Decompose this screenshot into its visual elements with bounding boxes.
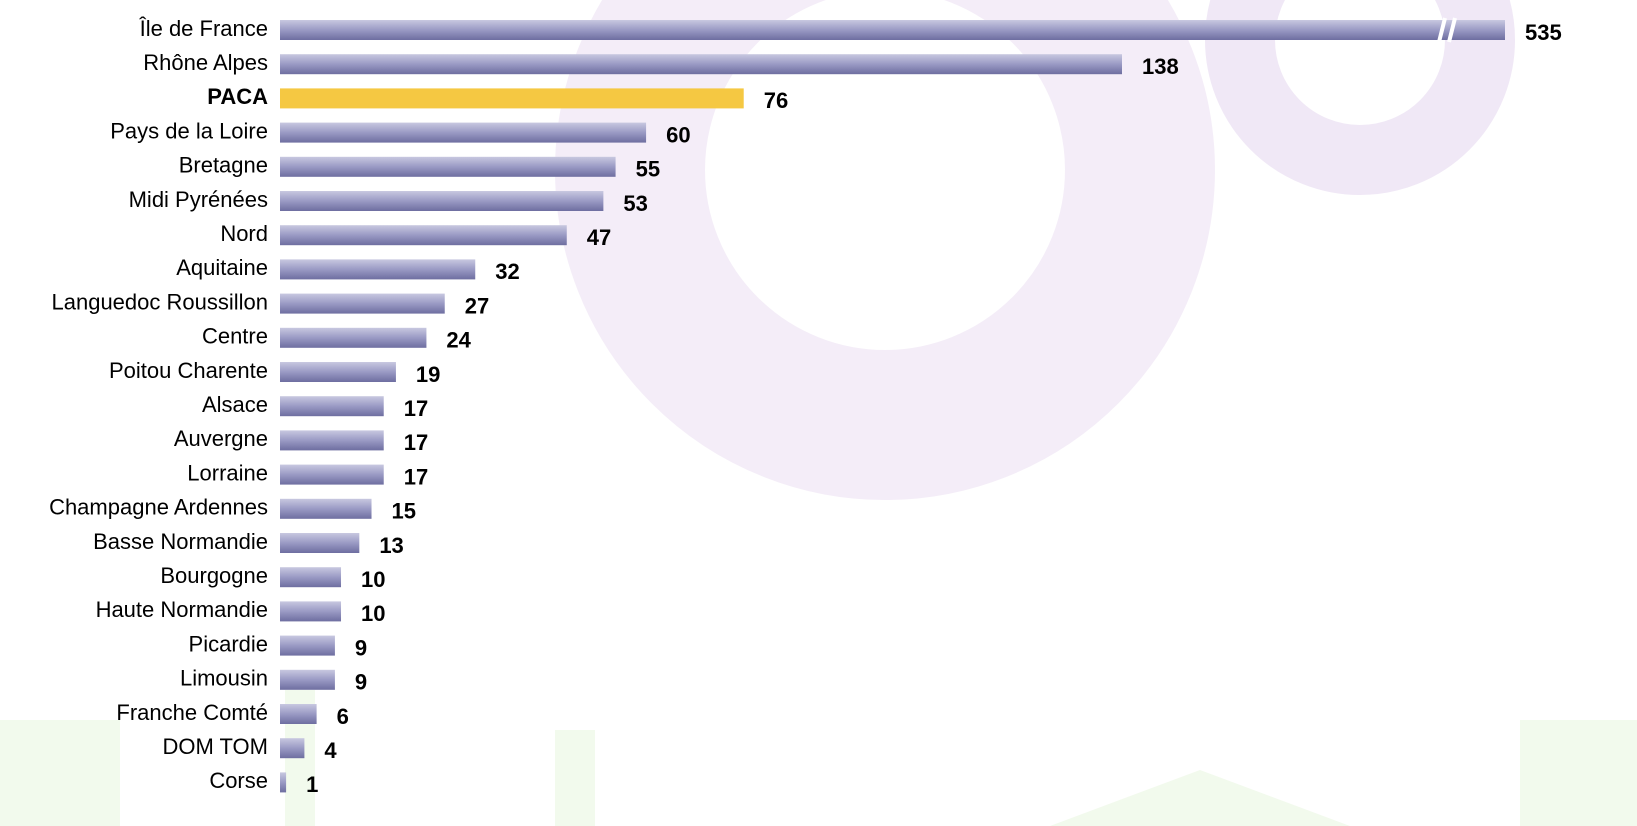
category-label: Pays de la Loire [110, 118, 268, 143]
chart: Île de France 535 Rhône Alpes 138 PACA 76 Pays… [0, 0, 1637, 826]
bar [280, 601, 341, 621]
category-label: Lorraine [187, 460, 268, 485]
value-label: 13 [379, 533, 403, 558]
category-label: Aquitaine [176, 255, 268, 280]
bar [280, 157, 616, 177]
value-label: 10 [361, 601, 385, 626]
category-label: Midi Pyrénées [129, 187, 268, 212]
value-label: 55 [636, 157, 660, 182]
category-label: Haute Normandie [96, 597, 268, 622]
value-label: 53 [623, 191, 647, 216]
category-label: Bretagne [179, 153, 268, 178]
bar [280, 396, 384, 416]
bar [280, 567, 341, 587]
bar [280, 533, 359, 553]
category-label: Picardie [189, 631, 268, 656]
category-label: Basse Normandie [93, 529, 268, 554]
value-label: 17 [404, 430, 428, 455]
bar [280, 20, 1505, 40]
category-label: Franche Comté [116, 700, 268, 725]
value-label: 47 [587, 225, 611, 250]
category-label: PACA [207, 84, 268, 109]
bar [280, 191, 603, 211]
category-label: Nord [220, 221, 268, 246]
category-label: Auvergne [174, 426, 268, 451]
bar [280, 123, 646, 143]
bar [280, 294, 445, 314]
category-label: Poitou Charente [109, 358, 268, 383]
category-label: Rhône Alpes [143, 50, 268, 75]
value-label: 535 [1525, 20, 1562, 45]
bar [280, 704, 317, 724]
value-label: 76 [764, 88, 788, 113]
bar [280, 328, 426, 348]
category-label: Champagne Ardennes [49, 495, 268, 520]
bar [280, 225, 567, 245]
bar [280, 430, 384, 450]
category-label: DOM TOM [162, 734, 268, 759]
value-label: 60 [666, 122, 690, 147]
category-label: Centre [202, 324, 268, 349]
category-label: Bourgogne [160, 563, 268, 588]
category-label: Corse [209, 768, 268, 793]
value-label: 10 [361, 567, 385, 592]
bar [280, 259, 475, 279]
value-label: 6 [337, 704, 349, 729]
bar [280, 465, 384, 485]
value-label: 17 [404, 396, 428, 421]
value-label: 17 [404, 464, 428, 489]
bar [280, 499, 372, 519]
category-label: Languedoc Roussillon [52, 289, 269, 314]
bar [280, 362, 396, 382]
value-label: 138 [1142, 54, 1179, 79]
value-label: 27 [465, 293, 489, 318]
bar [280, 636, 335, 656]
value-label: 4 [324, 738, 337, 763]
bar [280, 772, 286, 792]
value-label: 9 [355, 635, 367, 660]
value-label: 15 [392, 499, 416, 524]
value-label: 19 [416, 362, 440, 387]
value-label: 1 [306, 772, 318, 797]
bar [280, 88, 744, 108]
bar [280, 670, 335, 690]
category-label: Limousin [180, 666, 268, 691]
category-label: Île de France [139, 16, 268, 41]
value-label: 9 [355, 670, 367, 695]
bar [280, 738, 304, 758]
bar [280, 54, 1122, 74]
category-label: Alsace [202, 392, 268, 417]
value-label: 24 [446, 328, 471, 353]
value-label: 32 [495, 259, 519, 284]
